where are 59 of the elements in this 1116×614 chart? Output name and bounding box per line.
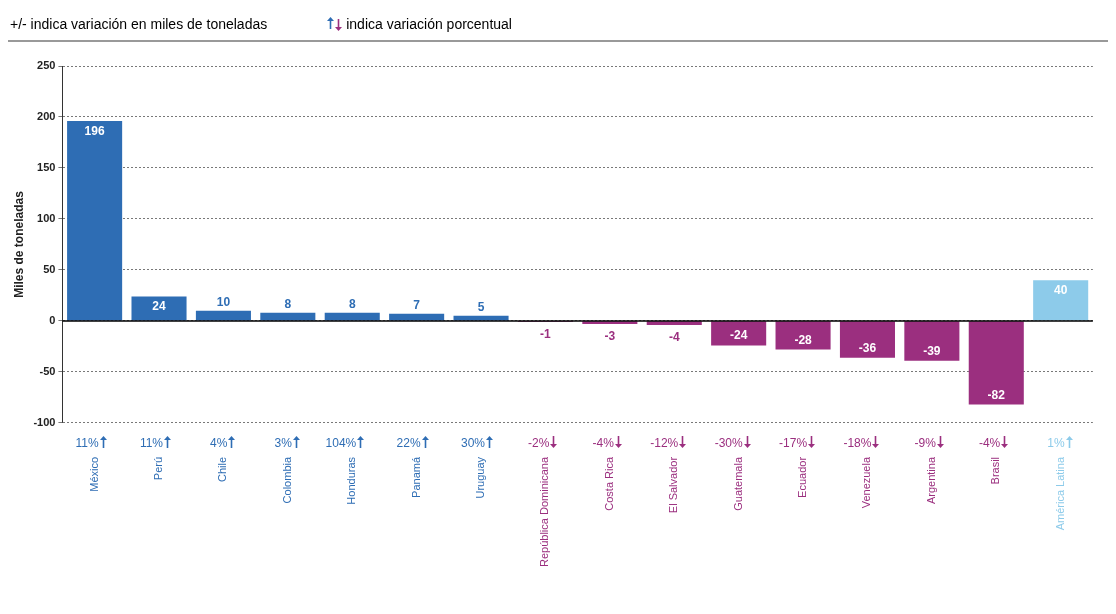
text: -18% [843, 435, 872, 450]
x-tick-label: República Dominicana [538, 456, 551, 567]
text: +/- indica variación en miles de toneladas [10, 16, 268, 32]
y-tick-label: 150 [37, 161, 56, 174]
data-label: 5 [477, 299, 485, 314]
x-tick-label: México [87, 456, 100, 492]
data-label: 196 [84, 124, 105, 139]
x-tick-label: Argentina [924, 456, 937, 505]
text: -17% [779, 435, 808, 450]
text: 11% [139, 435, 164, 450]
data-label: 40 [1054, 283, 1068, 298]
y-tick-label: -50 [39, 364, 56, 377]
text: 1% [1047, 435, 1066, 450]
data-label: 8 [284, 296, 292, 311]
x-tick-label: Costa Rica [602, 456, 615, 511]
data-label: -3 [604, 329, 616, 344]
text: -4% [978, 435, 1001, 450]
text: 104% [325, 435, 357, 450]
x-tick-label: Chile [216, 456, 229, 483]
x-tick-label: Venezuela [860, 456, 873, 509]
text: indica variación porcentual [346, 16, 512, 32]
data-label: -82 [987, 387, 1006, 402]
y-tick-label: 100 [37, 212, 56, 225]
y-tick-label: 250 [37, 59, 56, 72]
text: 30% [461, 435, 486, 450]
x-tick-label: Uruguay [474, 456, 487, 499]
text: 4% [210, 435, 228, 450]
data-label: 8 [348, 296, 356, 311]
x-tick-label: Honduras [345, 456, 358, 505]
text: -9% [914, 435, 937, 450]
text: -4% [592, 435, 615, 450]
x-tick-label: Colombia [280, 456, 293, 504]
data-label: -24 [729, 328, 748, 343]
data-label: -1 [540, 326, 552, 341]
text: 22% [396, 435, 421, 450]
y-tick-label: 0 [49, 313, 56, 326]
y-tick-label: -100 [33, 415, 56, 428]
x-tick-label: Panamá [409, 456, 422, 498]
y-axis-title: Miles de toneladas [11, 190, 26, 298]
text: 11% [75, 435, 99, 450]
x-tick-label: Perú [152, 456, 165, 481]
x-tick-label: Guatemala [731, 456, 744, 511]
text: -12% [650, 435, 679, 450]
data-label: -39 [923, 343, 941, 358]
data-label: 7 [413, 297, 421, 312]
data-label: -28 [794, 332, 813, 347]
data-label: -36 [858, 340, 877, 355]
y-tick-label: 200 [37, 110, 56, 123]
x-tick-label: América Latina [1053, 456, 1066, 531]
data-label: 10 [216, 294, 231, 309]
x-tick-label: El Salvador [667, 456, 680, 514]
data-label: 24 [152, 299, 167, 314]
x-tick-label: Brasil [989, 456, 1002, 485]
text: 3% [274, 435, 293, 450]
x-tick-label: Ecuador [796, 456, 809, 498]
data-label: -4 [668, 330, 680, 345]
text: -30% [714, 435, 743, 450]
y-tick-label: 50 [43, 263, 56, 275]
text: -2% [528, 435, 550, 450]
